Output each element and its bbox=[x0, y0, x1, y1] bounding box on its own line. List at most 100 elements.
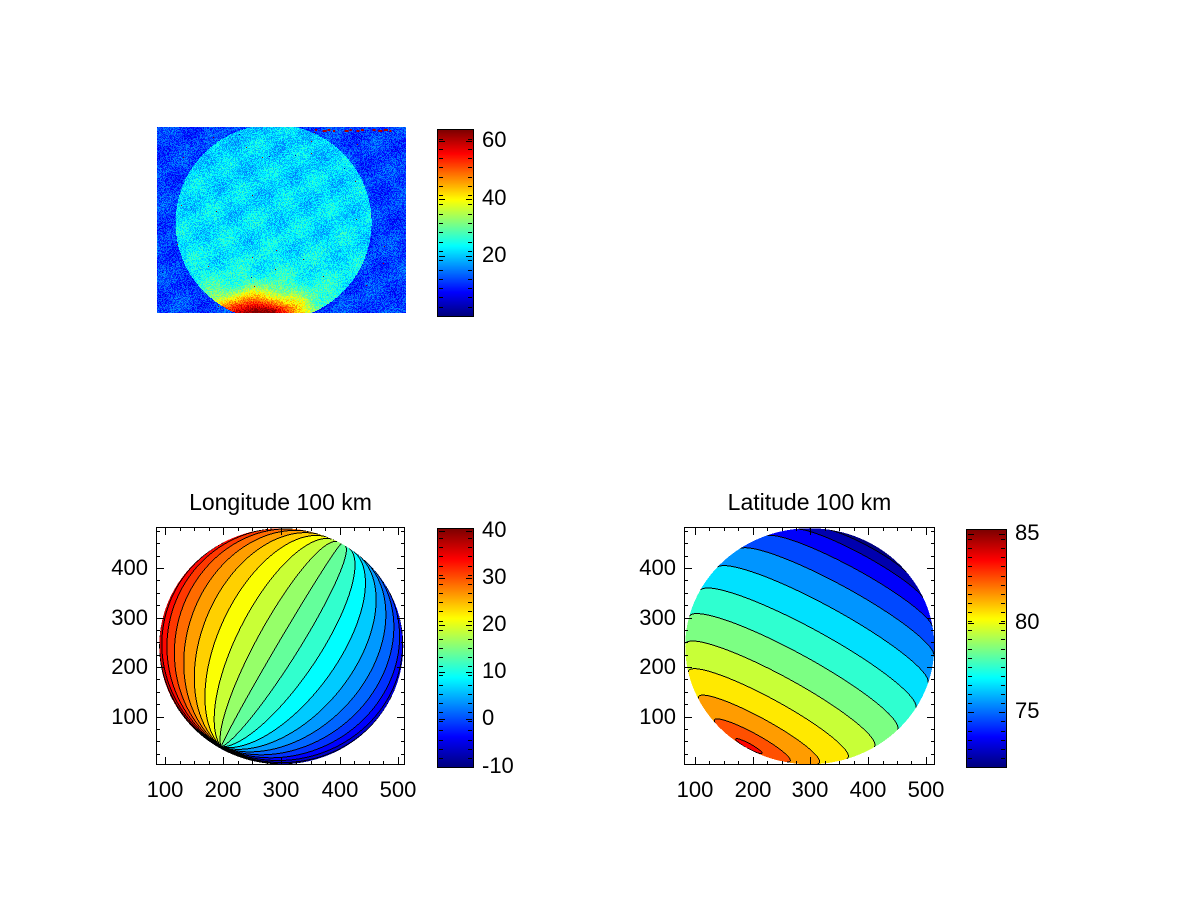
colorbar-minor-tick bbox=[439, 139, 443, 140]
colorbar-minor-tick bbox=[468, 675, 472, 676]
colorbar-major-tick bbox=[439, 199, 445, 200]
y-minor-tick bbox=[157, 531, 160, 532]
y-minor-tick bbox=[931, 630, 934, 631]
colorbar-minor-tick bbox=[1001, 658, 1005, 659]
x-minor-tick bbox=[883, 761, 884, 764]
colorbar-minor-tick bbox=[968, 630, 972, 631]
colorbar-major-tick bbox=[999, 712, 1005, 713]
y-minor-tick bbox=[401, 655, 404, 656]
y-major-tick bbox=[157, 667, 164, 668]
colorbar-minor-tick bbox=[468, 593, 472, 594]
colorbar-tick-label: 20 bbox=[482, 242, 507, 267]
colorbar-minor-tick bbox=[1001, 694, 1005, 695]
y-minor-tick bbox=[401, 704, 404, 705]
x-minor-tick bbox=[238, 528, 239, 531]
colorbar-minor-tick bbox=[439, 195, 443, 196]
x-major-tick bbox=[340, 757, 341, 764]
colorbar-major-tick bbox=[466, 141, 472, 142]
longitude-contour-canvas bbox=[157, 528, 404, 764]
colorbar-minor-tick bbox=[468, 214, 472, 215]
longitude-title: Longitude 100 km bbox=[189, 489, 372, 515]
colorbar-minor-tick bbox=[468, 195, 472, 196]
colorbar-minor-tick bbox=[439, 538, 443, 539]
colorbar-minor-tick bbox=[968, 676, 972, 677]
x-tick-label: 100 bbox=[676, 777, 714, 802]
colorbar-minor-tick bbox=[468, 307, 472, 308]
y-minor-tick bbox=[401, 679, 404, 680]
colorbar-minor-tick bbox=[468, 685, 472, 686]
colorbar-minor-tick bbox=[439, 675, 443, 676]
y-minor-tick bbox=[685, 543, 688, 544]
y-tick-label: 300 bbox=[639, 605, 676, 630]
colorbar-minor-tick bbox=[439, 621, 443, 622]
colorbar-minor-tick bbox=[968, 658, 972, 659]
x-tick-label: 200 bbox=[204, 777, 242, 802]
colorbar-minor-tick bbox=[439, 242, 443, 243]
x-minor-tick bbox=[825, 761, 826, 764]
colorbar-minor-tick bbox=[439, 307, 443, 308]
colorbar-minor-tick bbox=[468, 721, 472, 722]
colorbar-major-tick bbox=[466, 672, 472, 673]
colorbar-minor-tick bbox=[439, 297, 443, 298]
x-major-tick bbox=[340, 528, 341, 535]
colorbar-minor-tick bbox=[1001, 539, 1005, 540]
colorbar-minor-tick bbox=[439, 260, 443, 261]
colorbar-minor-tick bbox=[968, 667, 972, 668]
y-major-tick bbox=[397, 618, 404, 619]
y-minor-tick bbox=[931, 754, 934, 755]
colorbar-minor-tick bbox=[439, 602, 443, 603]
x-tick-label: 300 bbox=[262, 777, 300, 802]
colorbar-tick-label: 20 bbox=[482, 611, 507, 636]
y-minor-tick bbox=[685, 655, 688, 656]
y-minor-tick bbox=[157, 556, 160, 557]
colorbar-minor-tick bbox=[968, 703, 972, 704]
y-minor-tick bbox=[157, 679, 160, 680]
x-major-tick bbox=[281, 757, 282, 764]
colorbar-minor-tick bbox=[439, 730, 443, 731]
colorbar-major-tick bbox=[999, 623, 1005, 624]
colorbar-minor-tick bbox=[1001, 758, 1005, 759]
y-tick-label: 400 bbox=[111, 555, 148, 580]
y-minor-tick bbox=[931, 655, 934, 656]
longitude-axes bbox=[156, 527, 405, 765]
x-major-tick bbox=[810, 528, 811, 535]
y-tick-label: 200 bbox=[639, 654, 676, 679]
y-minor-tick bbox=[157, 754, 160, 755]
x-minor-tick bbox=[738, 761, 739, 764]
x-minor-tick bbox=[369, 761, 370, 764]
colorbar-minor-tick bbox=[468, 232, 472, 233]
x-major-tick bbox=[926, 757, 927, 764]
x-minor-tick bbox=[354, 761, 355, 764]
y-major-tick bbox=[685, 717, 692, 718]
colorbar-minor-tick bbox=[468, 270, 472, 271]
x-minor-tick bbox=[839, 528, 840, 531]
y-major-tick bbox=[685, 568, 692, 569]
image-colorbar-gradient bbox=[438, 130, 473, 316]
colorbar-minor-tick bbox=[468, 712, 472, 713]
x-minor-tick bbox=[267, 528, 268, 531]
colorbar-minor-tick bbox=[468, 556, 472, 557]
colorbar-minor-tick bbox=[468, 547, 472, 548]
x-major-tick bbox=[398, 757, 399, 764]
y-minor-tick bbox=[931, 741, 934, 742]
y-major-tick bbox=[927, 717, 934, 718]
x-minor-tick bbox=[796, 761, 797, 764]
y-major-tick bbox=[157, 568, 164, 569]
x-major-tick bbox=[753, 528, 754, 535]
colorbar-major-tick bbox=[466, 578, 472, 579]
colorbar-major-tick bbox=[439, 531, 445, 532]
x-minor-tick bbox=[325, 761, 326, 764]
y-minor-tick bbox=[401, 692, 404, 693]
x-major-tick bbox=[695, 757, 696, 764]
colorbar-minor-tick bbox=[468, 694, 472, 695]
colorbar-tick-label: 75 bbox=[1015, 698, 1040, 723]
x-minor-tick bbox=[767, 528, 768, 531]
x-major-tick bbox=[223, 757, 224, 764]
colorbar-minor-tick bbox=[439, 547, 443, 548]
y-minor-tick bbox=[401, 556, 404, 557]
colorbar-minor-tick bbox=[468, 297, 472, 298]
colorbar-minor-tick bbox=[1001, 585, 1005, 586]
y-minor-tick bbox=[401, 593, 404, 594]
y-major-tick bbox=[927, 667, 934, 668]
y-minor-tick bbox=[931, 543, 934, 544]
